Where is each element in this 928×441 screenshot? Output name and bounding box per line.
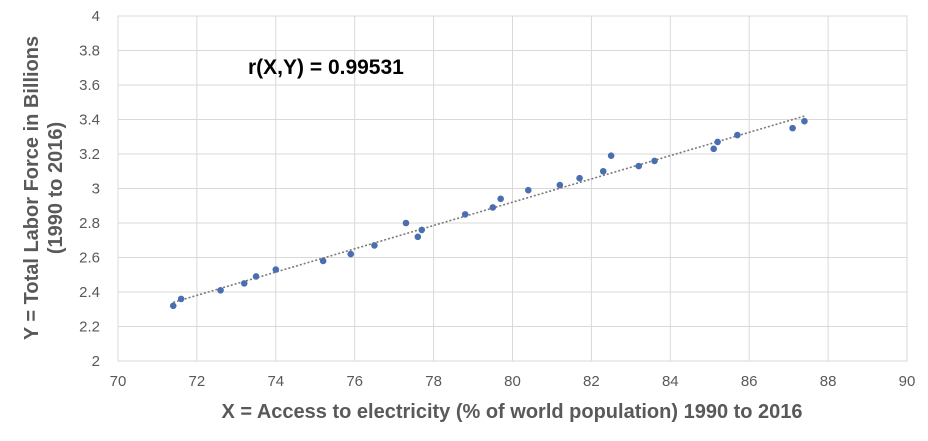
data-point	[319, 257, 327, 265]
data-point	[524, 186, 532, 194]
x-tick-label: 88	[820, 373, 837, 390]
data-point	[714, 138, 721, 146]
plot-area	[117, 15, 908, 362]
x-axis-title: X = Access to electricity (% of world po…	[221, 401, 802, 423]
data-point	[217, 286, 224, 294]
x-tick-label: 80	[504, 373, 521, 390]
data-point	[402, 219, 410, 227]
data-point	[461, 211, 469, 218]
y-tick-label: 2.8	[79, 215, 100, 232]
y-tick-label: 2.6	[79, 250, 100, 267]
x-tick-label: 76	[346, 373, 363, 390]
x-tick-label: 70	[110, 373, 127, 390]
data-point	[789, 124, 796, 132]
trendline	[173, 115, 805, 304]
data-point	[414, 233, 422, 241]
data-point	[169, 302, 177, 310]
data-point	[347, 250, 355, 258]
data-point	[734, 131, 741, 139]
x-tick-label: 72	[189, 373, 206, 390]
y-tick-label: 3.8	[79, 43, 100, 60]
x-tick-label: 82	[583, 373, 600, 390]
data-point	[801, 117, 808, 125]
data-point	[252, 273, 260, 280]
data-point	[576, 174, 583, 182]
data-point	[710, 145, 717, 153]
y-axis-title-line1: Y = Total Labor Force in Billions	[21, 36, 43, 340]
data-point	[599, 167, 607, 175]
x-tick-label: 90	[899, 373, 916, 390]
y-tick-label: 3.4	[79, 112, 100, 129]
data-point	[607, 152, 615, 160]
data-point	[635, 162, 643, 170]
x-tick-labels: 70 72 74 76 78 80 82 84 86 88 90	[110, 373, 916, 390]
data-point	[177, 295, 185, 303]
x-tick-label: 84	[662, 373, 679, 390]
x-tick-label: 74	[267, 373, 284, 390]
y-tick-label: 3.2	[79, 146, 100, 163]
y-tick-label: 2.4	[79, 284, 100, 301]
data-point	[489, 204, 497, 211]
gridlines	[117, 15, 908, 362]
y-tick-label: 3	[92, 181, 100, 198]
data-point	[497, 195, 504, 203]
data-point	[651, 157, 658, 165]
y-tick-label: 3.6	[79, 77, 100, 94]
data-point	[556, 181, 564, 189]
y-tick-label: 2.2	[79, 319, 100, 336]
y-tick-labels: 2 2.2 2.4 2.6 2.8 3 3.2 3.4 3.6 3.8 4	[79, 8, 100, 370]
data-point	[418, 226, 426, 234]
data-point	[272, 266, 280, 273]
data-point	[371, 242, 378, 249]
correlation-annotation: r(X,Y) = 0.99531	[248, 56, 404, 79]
data-point	[240, 280, 248, 287]
x-tick-label: 86	[741, 373, 758, 390]
x-tick-label: 78	[425, 373, 442, 390]
y-tick-label: 4	[92, 8, 100, 25]
y-tick-label: 2	[92, 353, 100, 370]
data-points	[169, 117, 808, 310]
y-axis-title-line2: (1990 to 2016)	[45, 122, 67, 254]
